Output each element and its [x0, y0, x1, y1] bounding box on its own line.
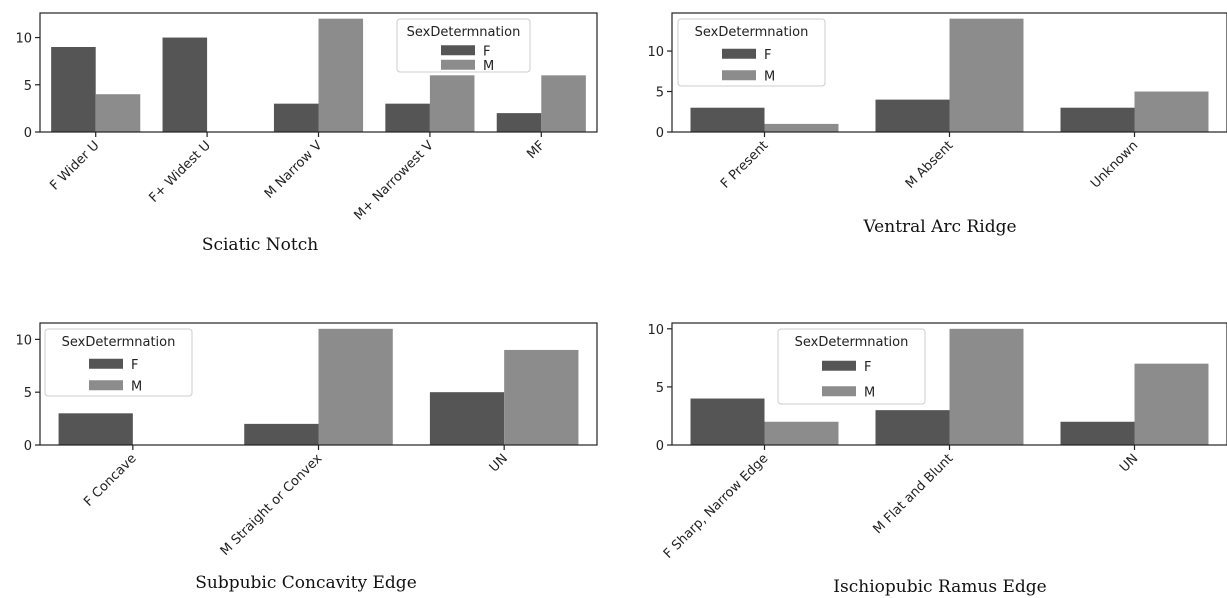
bar-m-f-wider-u [95, 94, 141, 132]
x-tick-label: F Sharp, Narrow Edge [661, 451, 771, 561]
bar-m-m-narrowest-v [429, 75, 475, 132]
y-tick-label: 5 [24, 386, 32, 401]
panel-subpubic-concavity-edge: 0 5 10 F Concave M Straight or Convex UN Subpu… [15, 322, 598, 593]
bar-f-m-absent [875, 99, 950, 132]
legend-title: SexDetermnation [695, 25, 809, 40]
x-axis-label: Ischiopubic Ramus Edge [833, 577, 1046, 597]
bar-f-m-narrowest-v [385, 103, 430, 132]
legend-swatch-f [722, 48, 756, 59]
bar-f-m-narrow-v [273, 103, 319, 132]
legend: SexDetermnation FM [777, 328, 926, 405]
bar-m-un [504, 349, 579, 445]
legend-swatch-m [722, 70, 756, 81]
y-tick-label: 5 [656, 86, 664, 101]
legend-title: SexDetermnation [62, 335, 176, 350]
legend-label-m: M [764, 69, 775, 84]
x-tick-label: F Present [718, 138, 771, 191]
bar-f-f-present [690, 107, 765, 132]
x-tick-label: M Flat and Blunt [871, 451, 957, 537]
panel-ventral-arc-ridge: 0 5 10 F Present M Absent Unknown Ventral Arc … [647, 12, 1227, 237]
x-tick-label: M Straight or Convex [218, 451, 326, 559]
legend-label-f: F [764, 48, 771, 63]
x-tick-label: M+ Narrowest V [351, 138, 436, 223]
y-tick-label: 5 [24, 79, 32, 94]
bar-m-m-flat-and-blunt [949, 328, 1024, 445]
bar-f-m-flat-and-blunt [875, 410, 950, 445]
y-tick-label: 10 [647, 45, 664, 60]
bar-f-un [1060, 421, 1135, 445]
bar-m-f-present [764, 123, 839, 132]
x-tick-label: F+ Widest U [146, 138, 213, 205]
y-tick-label: 0 [24, 126, 32, 141]
bar-m-un [1134, 363, 1209, 445]
x-tick-label: Unknown [1088, 138, 1141, 191]
legend-label-f: F [131, 358, 138, 373]
bar-f-unknown [1060, 107, 1135, 132]
bar-m-m-absent [949, 18, 1024, 133]
legend-swatch-m [441, 59, 475, 70]
bar-m-m-narrow-v [318, 18, 364, 133]
x-tick-label: F Concave [81, 451, 139, 509]
legend: SexDetermnation FM [396, 18, 531, 74]
legend-swatch-f [441, 45, 475, 56]
x-tick-label: M Absent [903, 138, 956, 191]
legend-label-f: F [864, 360, 871, 375]
bar-m-m-straight-or-convex [318, 328, 393, 445]
x-axis-label: Sciatic Notch [202, 235, 318, 255]
legend-label-f: F [483, 44, 490, 59]
legend-title: SexDetermnation [407, 25, 521, 40]
bar-f-m-straight-or-convex [244, 423, 319, 445]
legend-swatch-f [822, 360, 856, 371]
bar-f-f-wider-u [51, 47, 96, 132]
panel-sciatic-notch: 0 5 10 F Wider U F+ Widest U M Narrow V M+ Nar… [15, 12, 598, 255]
x-axis-label: Ventral Arc Ridge [862, 217, 1016, 237]
bar-f-f-concave [58, 413, 133, 445]
x-tick-label: UN [1117, 451, 1141, 475]
x-tick-label: MF [524, 138, 548, 162]
y-tick-label: 0 [24, 439, 32, 454]
legend-label-m: M [483, 59, 494, 74]
x-axis-label: Subpubic Concavity Edge [195, 573, 417, 593]
bar-m-unknown [1134, 91, 1209, 132]
legend: SexDetermnation FM [44, 328, 193, 397]
panel-ischiopubic-ramus-edge: 0 5 10 F Sharp, Narrow Edge M Flat and Blunt… [647, 322, 1227, 597]
y-tick-label: 0 [656, 126, 664, 141]
bar-f-f-widest-u [162, 37, 208, 132]
y-tick-label: 10 [15, 32, 32, 47]
bar-f-f-sharp-narrow-edge [690, 398, 765, 445]
legend: SexDetermnation FM [677, 18, 826, 87]
legend-swatch-m [89, 380, 123, 391]
legend-title: SexDetermnation [795, 335, 909, 350]
x-tick-label: M Narrow V [262, 138, 326, 202]
y-tick-label: 10 [15, 333, 32, 348]
y-tick-label: 0 [656, 439, 664, 454]
legend-label-m: M [131, 379, 142, 394]
legend-label-m: M [864, 385, 875, 400]
bar-m-mf [541, 75, 586, 132]
bar-f-un [429, 392, 505, 445]
legend-swatch-f [89, 358, 123, 369]
x-tick-label: F Wider U [47, 138, 102, 193]
x-tick-label: UN [487, 451, 511, 475]
y-tick-label: 10 [647, 323, 664, 338]
y-tick-label: 5 [656, 381, 664, 396]
bar-m-f-sharp-narrow-edge [764, 421, 839, 445]
bar-f-mf [496, 113, 542, 132]
legend-swatch-m [822, 386, 856, 397]
